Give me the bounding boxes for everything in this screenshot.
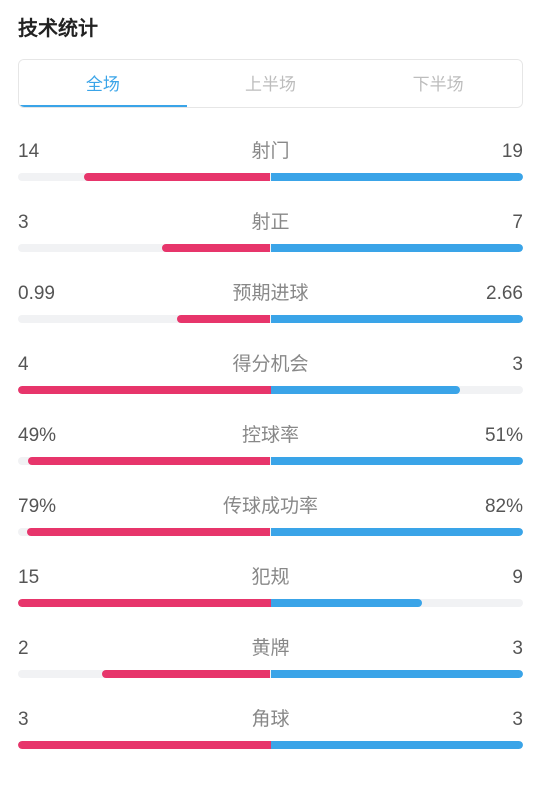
stat-row: 3射正7 (18, 207, 523, 252)
tab-1[interactable]: 上半场 (187, 60, 355, 107)
stat-right-value: 3 (473, 354, 523, 376)
stat-bar-track (18, 599, 523, 607)
stat-bar-left (84, 173, 270, 181)
stat-right-value: 9 (473, 567, 523, 589)
stat-bar-left (18, 741, 271, 749)
stat-row: 15犯规9 (18, 562, 523, 607)
stat-bar-track (18, 173, 523, 181)
stat-bar-left (177, 315, 271, 323)
stat-label: 射正 (68, 207, 473, 234)
stat-row: 0.99预期进球2.66 (18, 278, 523, 323)
stat-bar-right (271, 528, 524, 536)
stat-left-value: 15 (18, 567, 68, 589)
stat-row: 14射门19 (18, 136, 523, 181)
tab-0[interactable]: 全场 (19, 60, 187, 107)
stat-label: 得分机会 (68, 349, 473, 376)
stat-bar-right (271, 173, 524, 181)
panel-title: 技术统计 (18, 12, 523, 41)
stat-left-value: 49% (18, 425, 68, 447)
stat-right-value: 7 (473, 212, 523, 234)
stat-row: 4得分机会3 (18, 349, 523, 394)
stat-header: 14射门19 (18, 136, 523, 163)
stat-bar-right (271, 599, 423, 607)
stat-header: 0.99预期进球2.66 (18, 278, 523, 305)
stat-header: 49%控球率51% (18, 420, 523, 447)
stat-bar-left (28, 457, 271, 465)
stat-bar-track (18, 670, 523, 678)
stat-right-value: 82% (473, 496, 523, 518)
stat-left-value: 3 (18, 709, 68, 731)
stat-right-value: 3 (473, 638, 523, 660)
stat-bar-left (18, 599, 271, 607)
stat-bar-right (271, 670, 524, 678)
stat-row: 3角球3 (18, 704, 523, 749)
stat-label: 黄牌 (68, 633, 473, 660)
stat-left-value: 2 (18, 638, 68, 660)
stat-label: 控球率 (68, 420, 473, 447)
stat-header: 79%传球成功率82% (18, 491, 523, 518)
stat-header: 3射正7 (18, 207, 523, 234)
tab-2[interactable]: 下半场 (354, 60, 522, 107)
stat-label: 角球 (68, 704, 473, 731)
stat-bar-right (271, 386, 460, 394)
stat-right-value: 3 (473, 709, 523, 731)
stat-bar-track (18, 528, 523, 536)
stat-label: 射门 (68, 136, 473, 163)
stat-right-value: 51% (473, 425, 523, 447)
stat-label: 犯规 (68, 562, 473, 589)
stat-label: 传球成功率 (68, 491, 473, 518)
stats-panel: 技术统计 全场上半场下半场 14射门193射正70.99预期进球2.664得分机… (0, 0, 541, 749)
stat-row: 79%传球成功率82% (18, 491, 523, 536)
stat-row: 2黄牌3 (18, 633, 523, 678)
stat-bar-left (102, 670, 270, 678)
stat-right-value: 19 (473, 141, 523, 163)
stat-bar-right (271, 315, 524, 323)
stat-right-value: 2.66 (473, 283, 523, 305)
stat-bar-right (271, 244, 524, 252)
stat-left-value: 14 (18, 141, 68, 163)
stat-bar-left (27, 528, 270, 536)
stat-bar-right (271, 741, 524, 749)
stat-label: 预期进球 (68, 278, 473, 305)
stat-left-value: 3 (18, 212, 68, 234)
stat-bar-left (18, 386, 271, 394)
stat-left-value: 79% (18, 496, 68, 518)
stat-left-value: 0.99 (18, 283, 68, 305)
stat-bar-track (18, 244, 523, 252)
period-tabs: 全场上半场下半场 (18, 59, 523, 108)
stats-list: 14射门193射正70.99预期进球2.664得分机会349%控球率51%79%… (18, 136, 523, 749)
stat-row: 49%控球率51% (18, 420, 523, 465)
stat-header: 2黄牌3 (18, 633, 523, 660)
stat-header: 4得分机会3 (18, 349, 523, 376)
stat-header: 15犯规9 (18, 562, 523, 589)
stat-bar-right (271, 457, 524, 465)
stat-header: 3角球3 (18, 704, 523, 731)
stat-bar-track (18, 741, 523, 749)
stat-left-value: 4 (18, 354, 68, 376)
stat-bar-track (18, 457, 523, 465)
stat-bar-track (18, 315, 523, 323)
stat-bar-track (18, 386, 523, 394)
stat-bar-left (162, 244, 270, 252)
